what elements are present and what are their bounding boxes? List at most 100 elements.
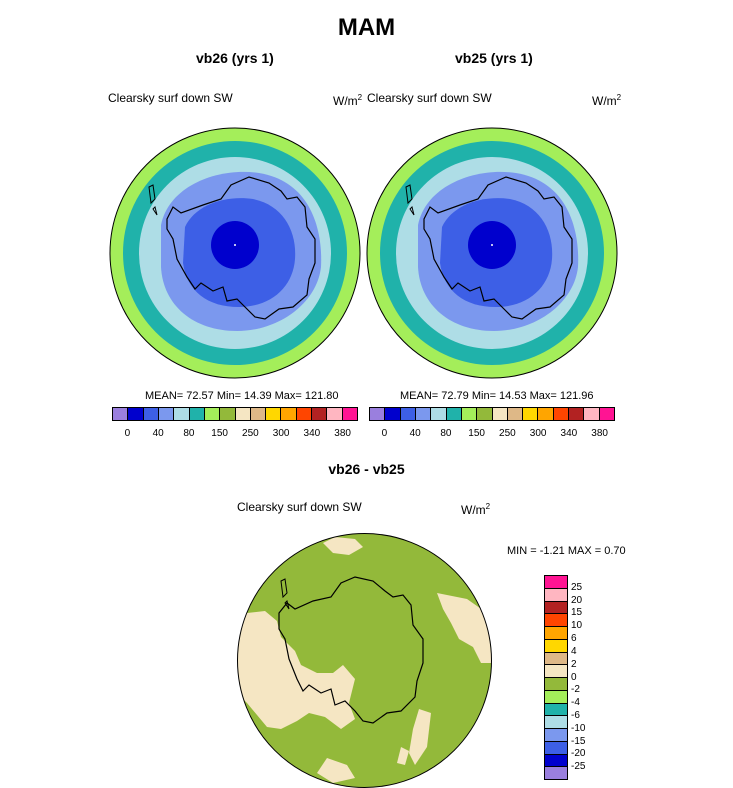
colorbar-tick-label: -10 bbox=[571, 722, 586, 734]
polar-map-right bbox=[366, 127, 618, 379]
colorbar-swatch bbox=[545, 652, 567, 666]
colorbar-tick-label: 40 bbox=[409, 428, 421, 439]
colorbar-diff bbox=[544, 575, 568, 780]
colorbar-tick-label: 20 bbox=[571, 594, 583, 606]
colorbar-swatch bbox=[327, 408, 343, 420]
colorbar-swatch bbox=[545, 690, 567, 704]
colorbar-tick-label: -20 bbox=[571, 748, 586, 760]
colorbar-swatch bbox=[545, 627, 567, 640]
colorbar-left-labels: 0 40 80 150 250 300 340 380 bbox=[0, 428, 733, 442]
colorbar-tick-label: 80 bbox=[183, 428, 195, 439]
colorbar-tick-label: 150 bbox=[468, 428, 485, 439]
colorbar-swatch bbox=[545, 741, 567, 755]
colorbar-swatch bbox=[545, 767, 567, 779]
colorbar-swatch bbox=[545, 614, 567, 627]
colorbar-swatch bbox=[400, 408, 416, 420]
colorbar-swatch bbox=[113, 408, 129, 420]
colorbar-tick-label: 10 bbox=[571, 620, 583, 632]
stats-right: MEAN= 72.79 Min= 14.53 Max= 121.96 bbox=[400, 390, 594, 402]
colorbar-tick-label: 40 bbox=[152, 428, 164, 439]
field-label-right: Clearsky surf down SW bbox=[367, 91, 492, 105]
colorbar-swatch bbox=[545, 588, 567, 602]
colorbar-tick-label: 0 bbox=[381, 428, 388, 439]
colorbar-swatch bbox=[220, 408, 236, 420]
colorbar-swatch bbox=[569, 408, 585, 420]
colorbar-swatch bbox=[281, 408, 297, 420]
colorbar-tick-label: 340 bbox=[560, 428, 578, 439]
colorbar-tick-label: 300 bbox=[529, 428, 547, 439]
colorbar-right-labels: 0 40 80 150 250 300 340 380 bbox=[0, 428, 733, 442]
colorbar-diff-labels: 25 20 15 10 6 4 2 0 -2 -4 -6 -10 -15 -20 -25 bbox=[571, 575, 611, 780]
colorbar-swatch bbox=[266, 408, 282, 420]
colorbar-swatch bbox=[370, 408, 386, 420]
panel-title-right: vb25 (yrs 1) bbox=[455, 50, 533, 66]
colorbar-tick-label: -2 bbox=[571, 684, 580, 696]
colorbar-swatch bbox=[545, 754, 567, 768]
colorbar-tick-label: 4 bbox=[571, 645, 577, 657]
colorbar-tick-label: 380 bbox=[334, 428, 351, 439]
colorbar-swatch bbox=[523, 408, 539, 420]
stats-left: MEAN= 72.57 Min= 14.39 Max= 121.80 bbox=[145, 390, 339, 402]
colorbar-swatch bbox=[477, 408, 493, 420]
units-label-left: W/m2 bbox=[333, 93, 363, 108]
colorbar-swatch bbox=[431, 408, 447, 420]
colorbar-tick-label: 2 bbox=[571, 658, 577, 670]
colorbar-swatch bbox=[174, 408, 190, 420]
colorbar-swatch bbox=[538, 408, 554, 420]
colorbar-right bbox=[369, 407, 615, 421]
colorbar-tick-label: -6 bbox=[571, 709, 580, 721]
colorbar-swatch bbox=[553, 408, 570, 420]
diff-title: vb26 - vb25 bbox=[328, 461, 405, 477]
colorbar-swatch bbox=[250, 408, 267, 420]
colorbar-tick-label: 340 bbox=[303, 428, 321, 439]
units-label-right: W/m2 bbox=[592, 93, 622, 108]
colorbar-tick-label: -4 bbox=[571, 697, 580, 709]
colorbar-swatch bbox=[204, 408, 221, 420]
colorbar-swatch bbox=[545, 729, 567, 742]
colorbar-swatch bbox=[599, 408, 614, 420]
colorbar-swatch bbox=[545, 665, 567, 678]
polar-map-diff bbox=[237, 533, 492, 788]
colorbar-tick-label: 250 bbox=[499, 428, 516, 439]
diff-units-label: W/m2 bbox=[461, 502, 491, 517]
colorbar-swatch bbox=[312, 408, 328, 420]
colorbar-swatch bbox=[446, 408, 462, 420]
colorbar-swatch bbox=[385, 408, 401, 420]
colorbar-swatch bbox=[189, 408, 205, 420]
colorbar-swatch bbox=[545, 576, 567, 589]
colorbar-swatch bbox=[492, 408, 508, 420]
colorbar-tick-label: 80 bbox=[440, 428, 452, 439]
polar-map-left bbox=[109, 127, 361, 379]
colorbar-left bbox=[112, 407, 358, 421]
diff-stats: MIN = -1.21 MAX = 0.70 bbox=[507, 545, 626, 557]
colorbar-swatch bbox=[158, 408, 175, 420]
colorbar-tick-label: 150 bbox=[211, 428, 228, 439]
colorbar-swatch bbox=[545, 601, 567, 615]
colorbar-tick-label: 6 bbox=[571, 633, 577, 645]
colorbar-swatch bbox=[507, 408, 524, 420]
colorbar-tick-label: 15 bbox=[571, 607, 583, 619]
panel-title-left: vb26 (yrs 1) bbox=[196, 50, 274, 66]
colorbar-swatch bbox=[545, 639, 567, 653]
colorbar-tick-label: 380 bbox=[591, 428, 608, 439]
colorbar-tick-label: -25 bbox=[571, 761, 586, 773]
colorbar-swatch bbox=[545, 716, 567, 729]
colorbar-swatch bbox=[584, 408, 600, 420]
colorbar-swatch bbox=[143, 408, 159, 420]
colorbar-swatch bbox=[415, 408, 432, 420]
colorbar-tick-label: 25 bbox=[571, 581, 583, 593]
field-label-left: Clearsky surf down SW bbox=[108, 91, 233, 105]
colorbar-tick-label: 250 bbox=[242, 428, 259, 439]
colorbar-swatch bbox=[545, 678, 567, 691]
colorbar-swatch bbox=[461, 408, 478, 420]
colorbar-swatch bbox=[545, 703, 567, 717]
colorbar-tick-label: -15 bbox=[571, 735, 586, 747]
colorbar-tick-label: 0 bbox=[571, 671, 577, 683]
colorbar-tick-label: 0 bbox=[124, 428, 131, 439]
colorbar-swatch bbox=[342, 408, 357, 420]
colorbar-swatch bbox=[235, 408, 251, 420]
colorbar-swatch bbox=[128, 408, 144, 420]
diff-field-label: Clearsky surf down SW bbox=[237, 500, 362, 514]
figure-title: MAM bbox=[337, 14, 396, 41]
colorbar-tick-label: 300 bbox=[272, 428, 290, 439]
